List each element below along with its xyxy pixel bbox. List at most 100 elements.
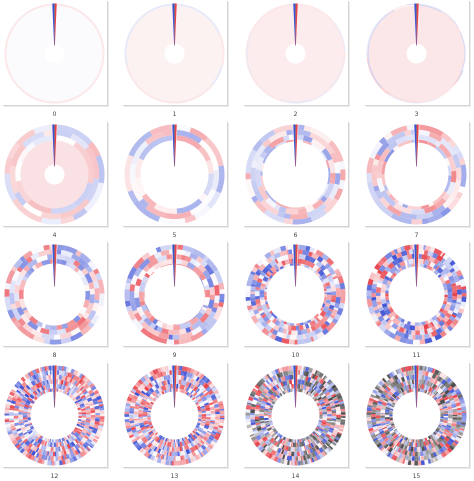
sunburst-segment [339,282,346,290]
sunburst-segment [418,383,420,389]
sunburst-segment [394,391,399,396]
sunburst-segment [187,321,192,327]
sunburst-segment [277,448,282,454]
sunburst-segment [30,450,37,457]
sunburst-segment [291,442,294,448]
sunburst-segment [153,436,159,442]
sunburst-segment [400,443,405,449]
sunburst-segment [326,421,332,424]
sunburst-segment [388,384,393,390]
sunburst-segment [129,407,135,412]
sunburst-segment [80,421,86,424]
sunburst-segment [27,377,32,383]
sunburst-segment [200,386,206,393]
sunburst-segment [454,388,461,394]
sunburst-segment [416,447,418,452]
sunburst-segment [391,454,396,460]
sunburst-segment [297,447,300,452]
sunburst-segment [138,407,144,410]
sunburst-segment [372,389,378,394]
sunburst-segment [252,438,258,444]
sunburst-segment [41,440,46,446]
sunburst-segment [142,416,148,418]
sunburst-segment [88,428,93,431]
sunburst-segment [400,250,408,257]
sunburst-segment [398,448,402,453]
sunburst-segment [265,311,272,318]
sunburst-segment [406,259,410,265]
sunburst-segment [9,423,15,427]
sunburst-segment [376,442,382,448]
sunburst-segment [282,449,285,455]
sunburst-segment [41,454,46,460]
sunburst-segment [376,141,390,157]
sunburst-segment [430,452,435,459]
sunburst-segment [421,334,425,340]
sunburst-segment [140,281,146,286]
sunburst-segment [125,278,132,284]
sunburst-segment [277,388,282,394]
sunburst-segment [392,386,398,392]
sunburst-segment [74,182,93,207]
sunburst-segment [133,418,139,421]
sunburst-segment [319,441,324,447]
sunburst-segment [338,302,345,309]
sunburst-segment [393,455,398,461]
sunburst-segment [451,270,458,277]
sunburst-segment [378,428,384,433]
sunburst-segment [167,451,170,457]
sunburst-segment [261,327,268,334]
sunburst-segment [269,431,275,436]
sunburst-segment [401,449,406,455]
sunburst-segment [314,370,318,375]
sunburst-segment [400,376,406,382]
sunburst-segment [139,383,146,390]
sunburst-segment [448,275,455,282]
sunburst-segment [371,421,377,426]
sunburst-segment [199,404,205,407]
sunburst-segment [447,296,453,299]
sunburst-segment [78,448,82,453]
sunburst-segment [14,402,21,407]
top-wedge [54,3,57,46]
sunburst-segment [196,444,200,449]
sunburst-segment [64,376,68,382]
sunburst-segment [371,418,377,423]
sunburst-segment [304,459,308,465]
sunburst-segment [398,326,405,333]
sunburst-segment [340,288,346,296]
sunburst-segment [72,446,77,451]
sunburst-segment [335,404,340,408]
sunburst-segment [389,397,395,401]
sunburst-segment [134,292,140,298]
sunburst-segment [301,379,305,385]
sunburst-segment [124,419,130,422]
sunburst-segment [367,46,383,88]
sunburst-segment [329,178,336,185]
sunburst-segment [200,451,205,457]
sunburst-segment [446,391,451,396]
sunburst-segment [442,193,451,202]
sunburst-segment [188,443,193,448]
center-hole [384,142,449,207]
sunburst-segment [427,439,432,445]
sunburst-segment [457,393,462,397]
sunburst-segment [77,429,82,433]
sunburst-segment [378,437,385,444]
sunburst-segment [87,309,97,321]
sunburst-segment [92,397,98,403]
sunburst-segment [434,140,442,148]
sunburst-segment [142,411,148,415]
sunburst-segment [25,434,31,439]
sunburst-segment [249,433,255,437]
sunburst-segment [313,318,319,324]
sunburst-segment [68,372,74,379]
sunburst-segment [162,459,166,465]
sunburst-segment [59,384,63,390]
sunburst-segment [321,253,330,262]
sunburst-segment [28,396,33,400]
sunburst-segment [287,441,291,447]
sunburst-segment [259,408,265,410]
sunburst-segment [17,387,23,393]
sunburst-segment [320,323,328,331]
